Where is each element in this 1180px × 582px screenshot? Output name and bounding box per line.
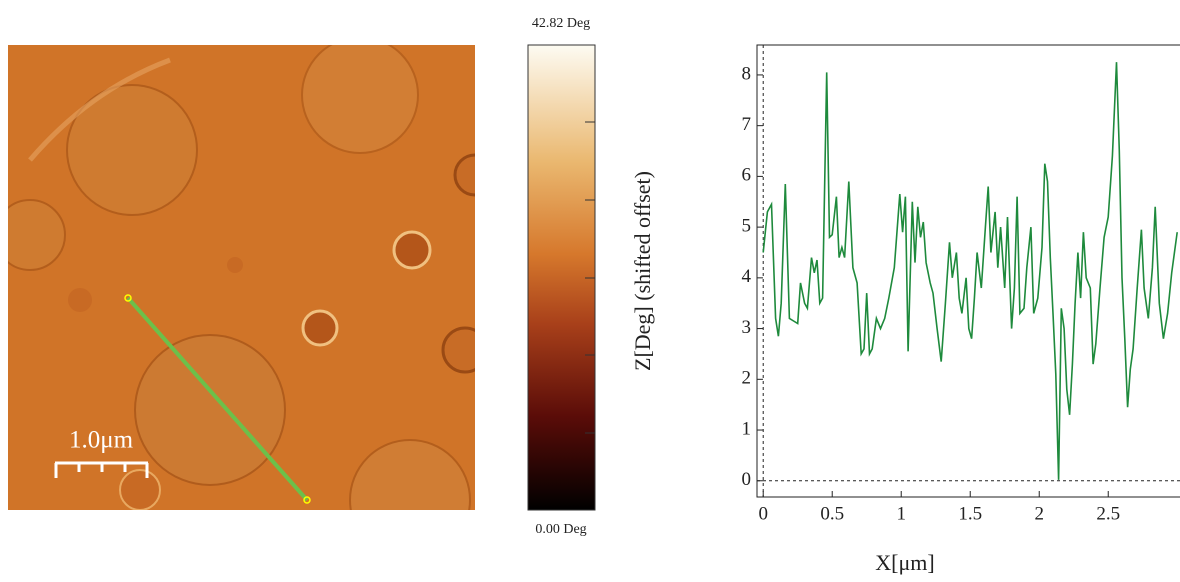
x-tick-label: 2	[1034, 503, 1044, 524]
y-tick-label: 5	[742, 215, 752, 236]
x-axis-label: X[μm]	[875, 550, 934, 575]
plot-area	[762, 62, 1178, 480]
x-tick-label: 0	[758, 503, 768, 524]
y-tick-label: 2	[742, 368, 752, 389]
afm-image: 1.0μm	[8, 45, 475, 510]
colorbar: 42.82 Deg 0.00 Deg	[527, 16, 596, 537]
profile-chart: 0 1 2 3 4 5 6 7 8 0 0.5 1 1.5 2 2.5 X[μm] Z[Deg] (shifte…	[630, 44, 1180, 575]
y-tick-label: 0	[742, 469, 752, 490]
y-tick-label: 6	[742, 165, 752, 186]
y-tick-label: 3	[742, 317, 752, 338]
colorbar-min: 0.00 Deg	[535, 522, 586, 537]
x-tick-label: 2.5	[1096, 503, 1120, 524]
y-tick-label: 4	[742, 266, 752, 287]
y-tick-label: 1	[742, 418, 752, 439]
plot-frame	[756, 44, 1180, 498]
y-axis-label: Z[Deg] (shifted offset)	[630, 171, 655, 371]
x-tick-label: 1.5	[958, 503, 982, 524]
y-tick-label: 8	[742, 63, 752, 84]
x-tick-label: 0.5	[820, 503, 844, 524]
colorbar-max: 42.82 Deg	[532, 16, 590, 31]
scale-bar-label: 1.0μm	[69, 427, 134, 454]
y-tick-label: 7	[742, 114, 752, 135]
profile-line	[762, 62, 1178, 480]
x-tick-label: 1	[896, 503, 906, 524]
